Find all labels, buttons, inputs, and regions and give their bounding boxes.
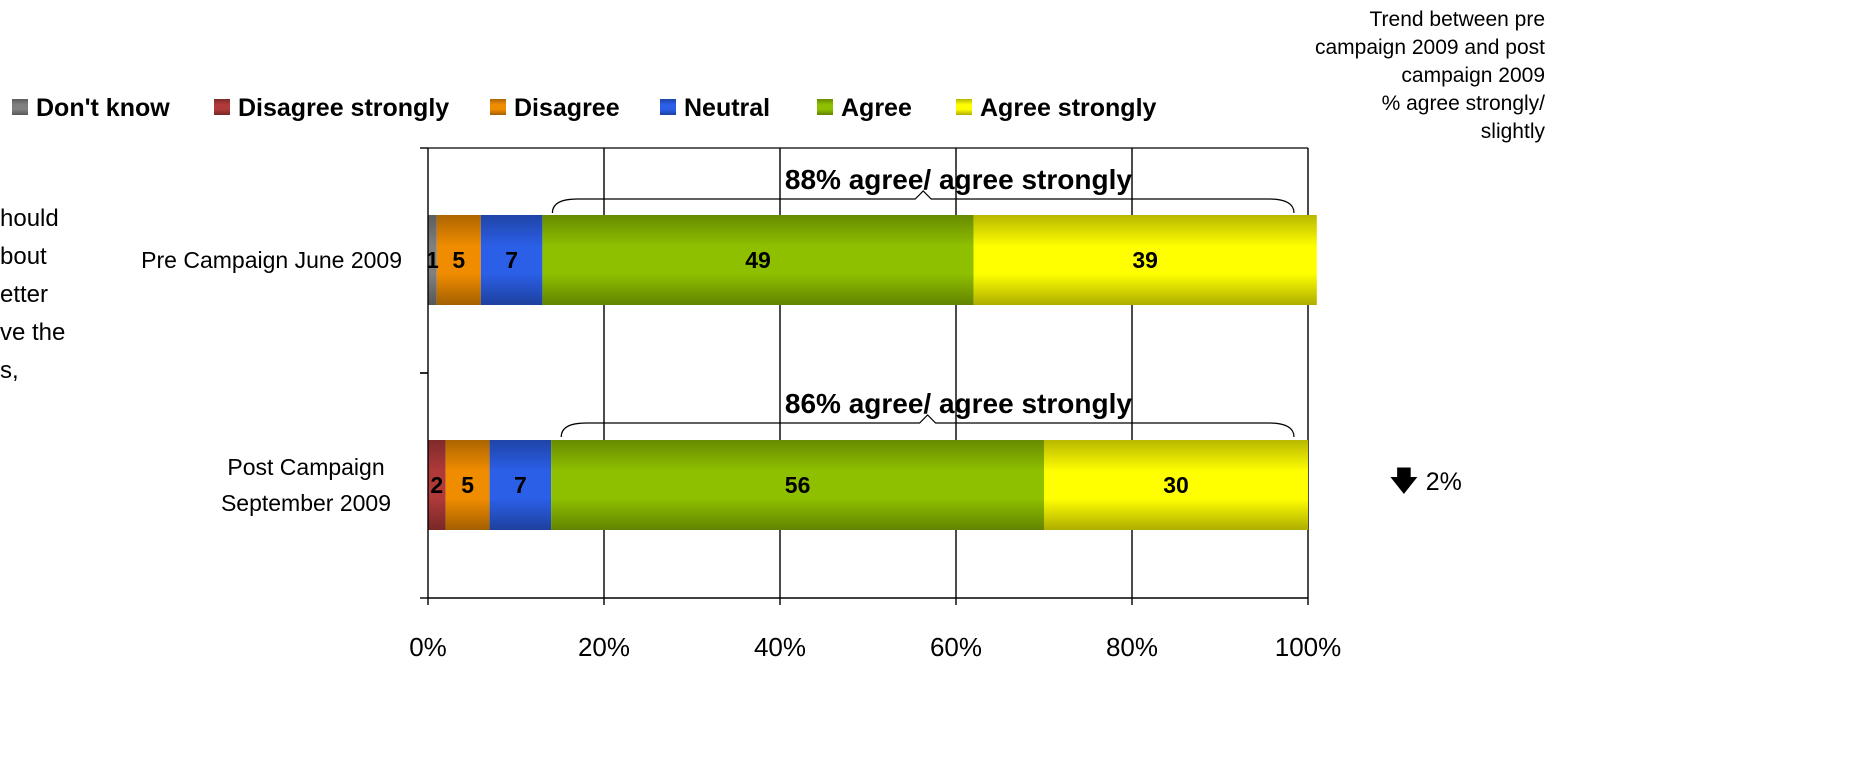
x-tick-label: 20%: [578, 632, 630, 662]
x-tick-label: 0%: [409, 632, 447, 662]
side-text-line: ve the: [0, 319, 66, 346]
legend-label: Disagree: [514, 94, 620, 122]
legend-swatch-shading: [956, 99, 972, 115]
agree-bracket: [560, 414, 1295, 438]
side-text-line: bout: [0, 243, 47, 270]
bar-segment-shading: [542, 215, 974, 305]
data-label: 30: [1163, 472, 1189, 498]
chart-legend: Don't know Disagree strongly Disagree Neutr…: [12, 94, 1157, 122]
legend-label: Agree: [841, 94, 912, 122]
bar-segment-shading: [428, 215, 437, 305]
trend-note-line: % agree strongly/: [1381, 92, 1545, 115]
bar-segment-shading: [445, 440, 490, 530]
trend-change-value: 2%: [1425, 468, 1462, 496]
data-label: 5: [461, 472, 474, 498]
legend-swatch-shading: [817, 99, 833, 115]
data-label: 49: [745, 247, 771, 273]
bar-segment-shading: [973, 215, 1317, 305]
x-tick-label: 100%: [1275, 632, 1342, 662]
category-label: Pre Campaign June 2009: [141, 247, 402, 273]
side-text-line: s,: [0, 357, 19, 384]
trend-change: 🡇 2%: [1390, 462, 1462, 508]
trend-note-line: slightly: [1480, 120, 1545, 143]
side-text-line: hould: [0, 205, 59, 232]
bracket-label: 86% agree/ agree strongly: [785, 388, 1132, 419]
trend-note-line: campaign 2009 and post: [1314, 36, 1545, 59]
x-tick-label: 80%: [1106, 632, 1158, 662]
side-text-line: etter: [0, 281, 49, 308]
bar-segment-shading: [551, 440, 1044, 530]
chart-axes: [420, 147, 1309, 605]
legend-swatch-shading: [214, 99, 230, 115]
legend-label: Neutral: [684, 94, 770, 122]
legend-label: Disagree strongly: [238, 94, 449, 122]
legend-swatch-shading: [660, 99, 676, 115]
category-label: Post Campaign: [227, 454, 384, 480]
legend-swatch-shading: [12, 99, 28, 115]
data-label: 1: [426, 247, 439, 273]
trend-note-line: Trend between pre: [1369, 8, 1546, 31]
x-tick-label: 40%: [754, 632, 806, 662]
legend-label: Don't know: [36, 94, 170, 122]
legend-swatch-shading: [490, 99, 506, 115]
truncated-side-text: hould bout etter ve the s,: [0, 200, 80, 390]
bar-segment-shading: [436, 215, 481, 305]
bar-segment-shading: [480, 215, 543, 305]
bracket-label: 88% agree/ agree strongly: [785, 164, 1132, 195]
agree-bracket: [551, 190, 1295, 214]
data-label: 2: [430, 472, 443, 498]
bar-segment-shading: [1044, 440, 1308, 530]
chart-bars: [428, 215, 1317, 530]
data-label: 7: [505, 247, 518, 273]
data-label: 7: [514, 472, 527, 498]
bar-segment-shading: [489, 440, 552, 530]
x-tick-label: 60%: [930, 632, 982, 662]
data-label: 5: [452, 247, 465, 273]
trend-note-line: campaign 2009: [1401, 64, 1545, 87]
category-label: September 2009: [221, 490, 391, 516]
down-arrow-icon: 🡇: [1390, 466, 1418, 496]
trend-note: Trend between pre campaign 2009 and post…: [1205, 6, 1545, 146]
data-label: 39: [1132, 247, 1158, 273]
bar-segment-shading: [428, 440, 446, 530]
legend-label: Agree strongly: [980, 94, 1157, 122]
data-label: 56: [785, 472, 811, 498]
